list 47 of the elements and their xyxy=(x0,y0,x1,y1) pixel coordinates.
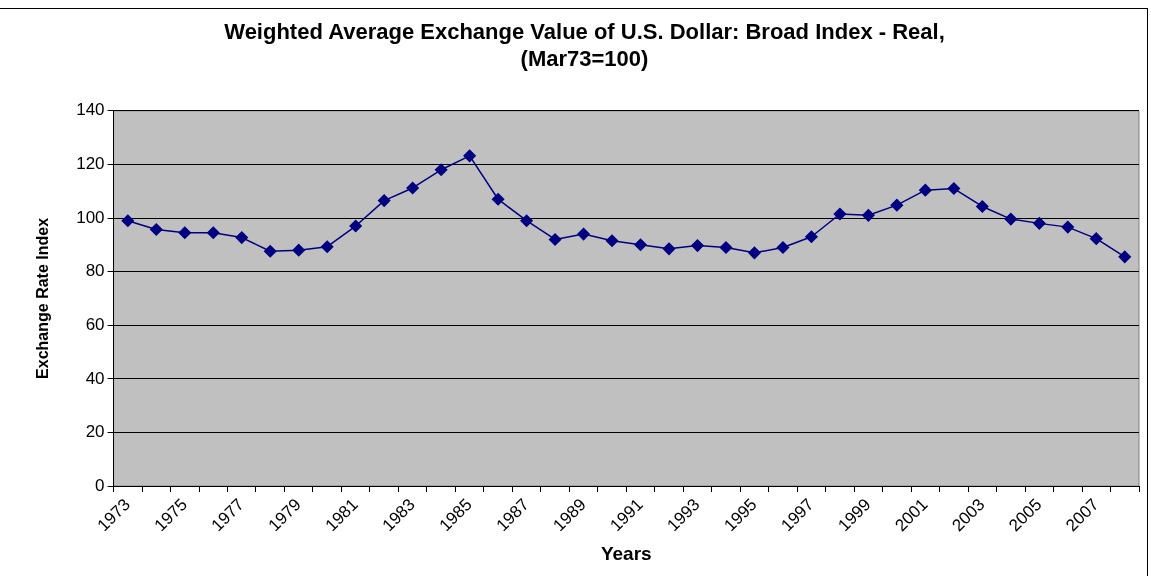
chart-title: Weighted Average Exchange Value of U.S. Dollar: Broad Index - Real, (Mar73=100) xyxy=(224,19,945,71)
point xyxy=(178,226,192,239)
point xyxy=(207,226,220,239)
point xyxy=(577,227,590,241)
point xyxy=(263,245,277,258)
point xyxy=(1004,212,1018,226)
point xyxy=(890,198,904,212)
point xyxy=(121,214,135,227)
point xyxy=(1061,220,1075,234)
y-tick-label: 140 xyxy=(76,100,105,120)
point xyxy=(406,181,419,195)
point xyxy=(662,242,676,256)
point xyxy=(349,219,362,233)
point xyxy=(947,182,961,195)
point xyxy=(377,194,391,207)
point xyxy=(919,183,932,197)
y-tick-label: 20 xyxy=(85,422,105,442)
point xyxy=(805,230,818,244)
point xyxy=(776,241,790,254)
point xyxy=(976,200,989,213)
point xyxy=(150,223,163,236)
point xyxy=(862,209,875,222)
y-tick-label: 0 xyxy=(95,475,105,495)
point xyxy=(833,207,847,221)
y-tick-label: 80 xyxy=(85,261,105,281)
point xyxy=(605,234,619,248)
y-tick-label: 100 xyxy=(76,207,105,227)
y-tick-label: 120 xyxy=(76,154,105,174)
point xyxy=(434,163,448,177)
point xyxy=(520,214,533,227)
point xyxy=(463,149,476,163)
point xyxy=(634,238,647,252)
point xyxy=(491,193,505,206)
point xyxy=(235,231,248,244)
point xyxy=(320,240,334,253)
point xyxy=(292,243,305,257)
point xyxy=(1090,232,1103,245)
point xyxy=(548,233,562,246)
y-axis-title: Exchange Rate Index xyxy=(34,217,52,379)
point xyxy=(719,241,733,254)
point xyxy=(1033,217,1046,230)
point xyxy=(748,246,761,260)
x-axis-title: Years xyxy=(600,542,652,564)
y-tick-label: 60 xyxy=(85,314,105,334)
point xyxy=(691,239,704,252)
point xyxy=(1118,250,1132,264)
y-tick-label: 40 xyxy=(85,368,105,388)
